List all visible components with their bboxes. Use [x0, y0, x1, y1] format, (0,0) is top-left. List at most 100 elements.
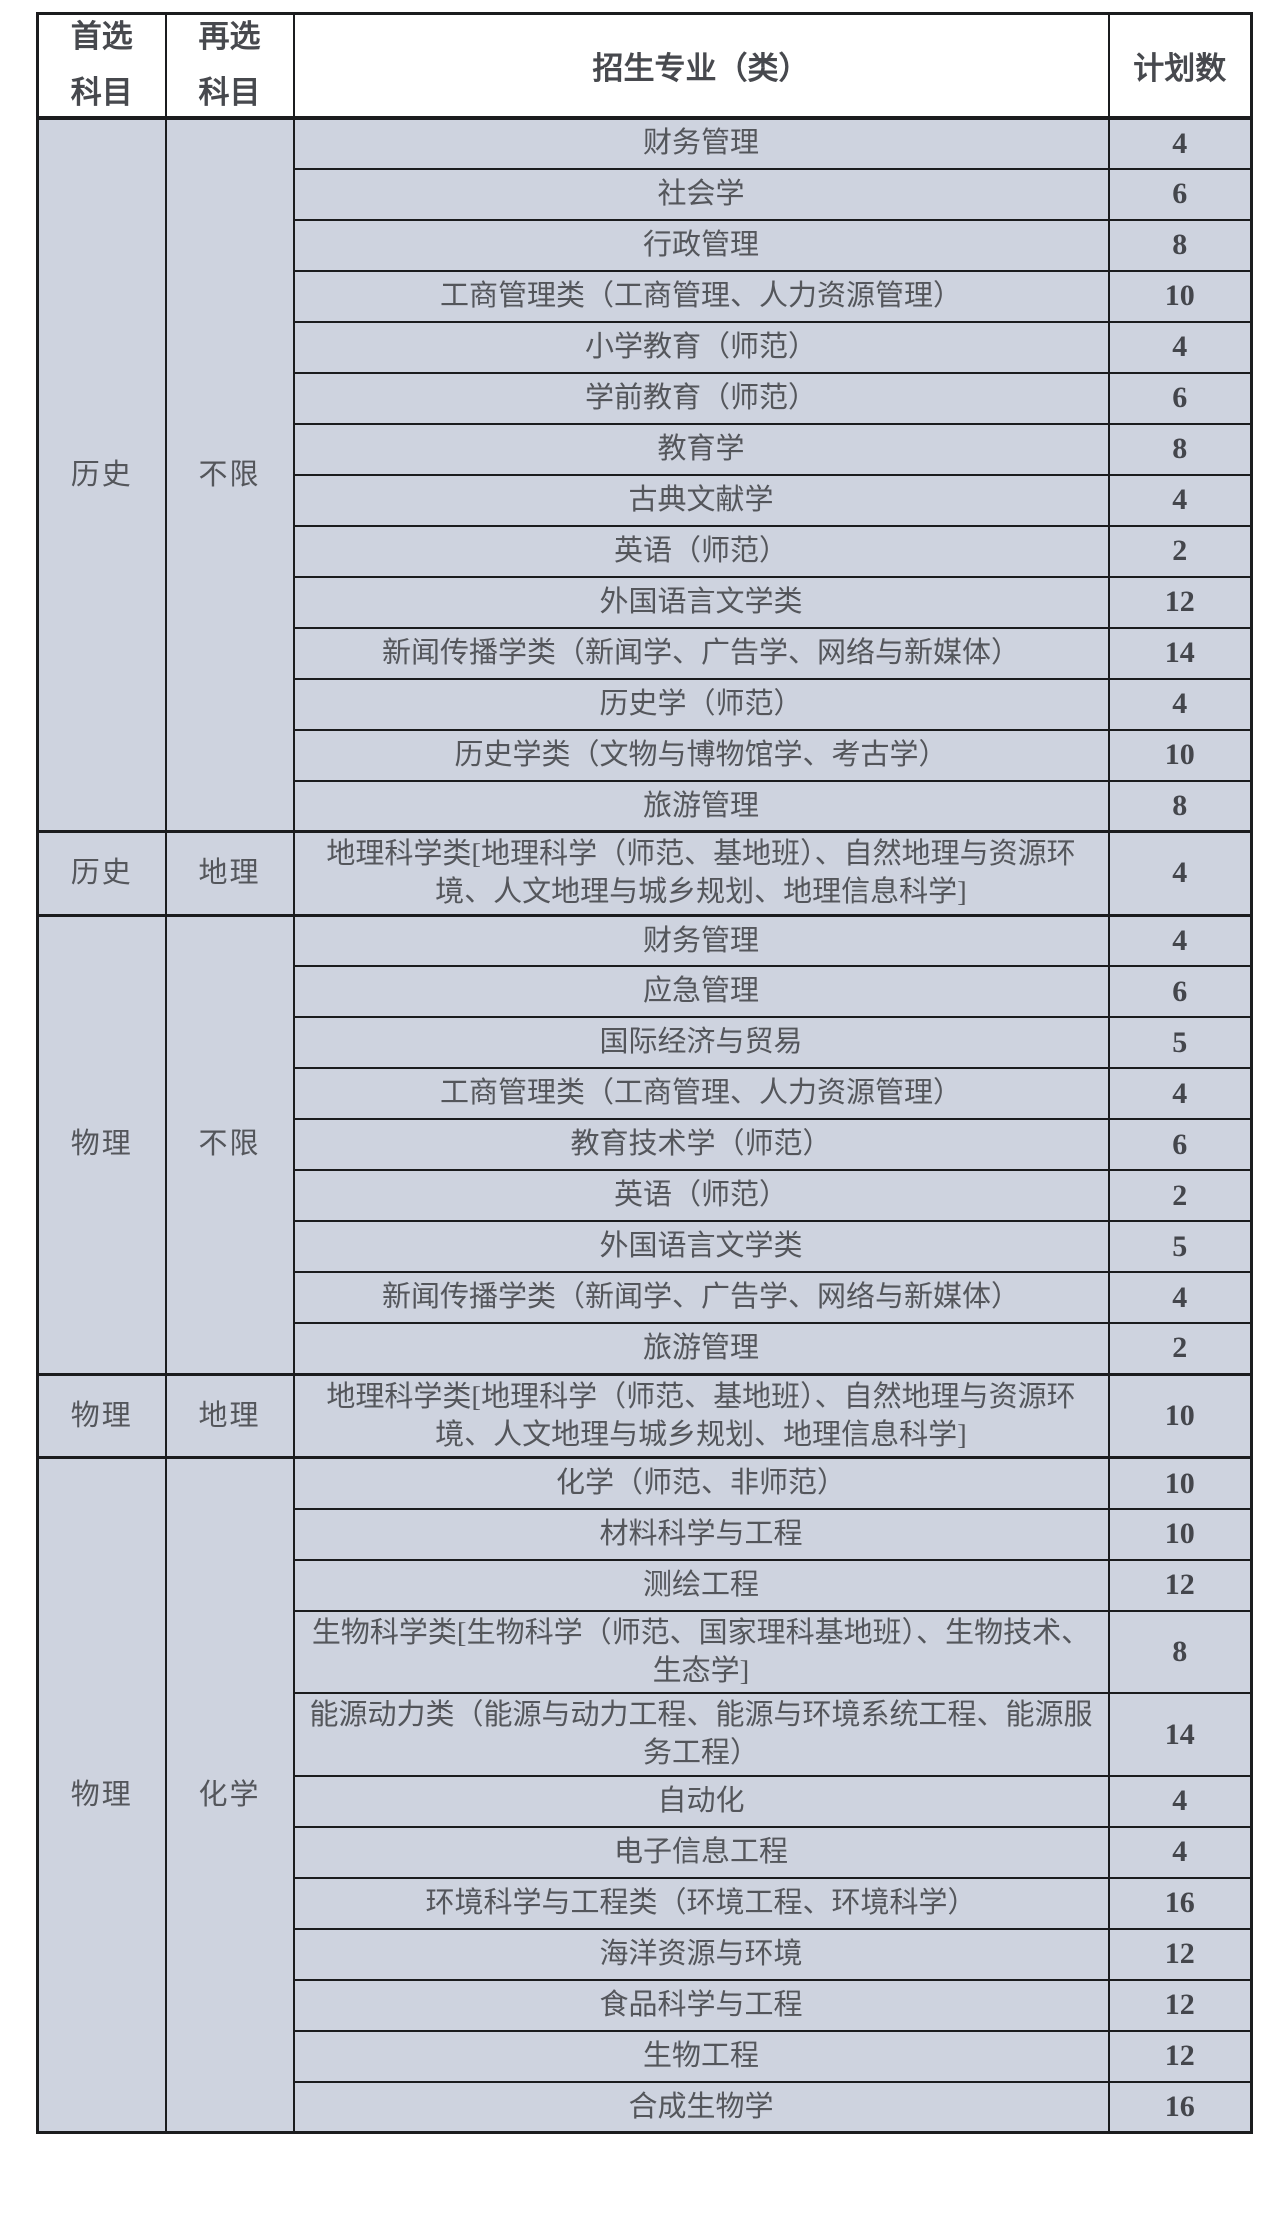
table-row: 教育学 8 [38, 422, 1253, 476]
plan-count-cell: 16 [1107, 2080, 1253, 2134]
first-subject-cell: 历史 [36, 116, 167, 833]
major-cell: 旅游管理 [292, 1322, 1110, 1376]
plan-count-cell: 5 [1107, 1016, 1253, 1070]
plan-count-cell: 12 [1107, 575, 1253, 629]
table-row: 能源动力类（能源与动力工程、能源与环境系统工程、能源服务工程） 14 [38, 1692, 1253, 1777]
major-cell: 新闻传播学类（新闻学、广告学、网络与新媒体） [292, 1271, 1110, 1325]
plan-count-cell: 12 [1107, 1927, 1253, 1981]
table-row: 材料科学与工程 10 [38, 1507, 1253, 1561]
major-cell: 电子信息工程 [292, 1825, 1110, 1879]
plan-count-cell: 2 [1107, 524, 1253, 578]
major-cell: 工商管理类（工商管理、人力资源管理） [292, 1067, 1110, 1121]
major-cell: 历史学（师范） [292, 677, 1110, 731]
header-second-subject-line1: 再选 [198, 19, 261, 55]
major-cell: 旅游管理 [292, 779, 1110, 833]
table-row: 历史学（师范） 4 [38, 677, 1253, 731]
plan-count-cell: 10 [1107, 1372, 1253, 1459]
header-first-subject-line2: 科目 [70, 75, 133, 111]
table-row: 生物科学类[生物科学（师范、国家理科基地班）、生物技术、生态学] 8 [38, 1609, 1253, 1695]
plan-count-cell: 6 [1107, 371, 1253, 425]
major-cell: 英语（师范） [292, 524, 1110, 578]
major-cell: 新闻传播学类（新闻学、广告学、网络与新媒体） [292, 626, 1110, 680]
major-cell: 古典文献学 [292, 473, 1110, 527]
major-cell: 化学（师范、非师范） [292, 1456, 1110, 1510]
major-cell: 地理科学类[地理科学（师范、基地班）、自然地理与资源环境、人文地理与城乡规划、地… [292, 1372, 1110, 1459]
major-cell: 教育技术学（师范） [292, 1118, 1110, 1172]
header-second-subject-line2: 科目 [198, 75, 261, 111]
plan-count-cell: 6 [1107, 167, 1253, 221]
table-row: 工商管理类（工商管理、人力资源管理） 10 [38, 269, 1253, 323]
table-row: 行政管理 8 [38, 218, 1253, 272]
plan-count-cell: 12 [1107, 2029, 1253, 2083]
header-second-subject: 再选 科目 [164, 12, 295, 120]
plan-count-cell: 16 [1107, 1876, 1253, 1930]
plan-count-cell: 6 [1107, 1118, 1253, 1172]
plan-count-cell: 4 [1107, 677, 1253, 731]
major-cell: 工商管理类（工商管理、人力资源管理） [292, 269, 1110, 323]
header-plan-count: 计划数 [1107, 12, 1253, 120]
plan-count-cell: 10 [1107, 728, 1253, 782]
table-row: 合成生物学 16 [38, 2080, 1253, 2134]
table-row: 古典文献学 4 [38, 473, 1253, 527]
major-cell: 行政管理 [292, 218, 1110, 272]
table-row: 新闻传播学类（新闻学、广告学、网络与新媒体） 4 [38, 1271, 1253, 1325]
header-first-subject: 首选 科目 [36, 12, 167, 120]
table-row: 物理 地理 地理科学类[地理科学（师范、基地班）、自然地理与资源环境、人文地理与城乡… [36, 1372, 1253, 1459]
header-major: 招生专业（类） [292, 12, 1110, 120]
table-row: 教育技术学（师范） 6 [38, 1118, 1253, 1172]
second-subject-cell: 化学 [164, 1456, 295, 2134]
plan-count-cell: 10 [1107, 1507, 1253, 1561]
plan-count-cell: 12 [1107, 1558, 1253, 1612]
table-row: 食品科学与工程 12 [38, 1978, 1253, 2032]
first-subject-cell: 物理 [36, 1456, 167, 2134]
table-row: 自动化 4 [38, 1774, 1253, 1828]
major-cell: 材料科学与工程 [292, 1507, 1110, 1561]
table-row: 环境科学与工程类（环境工程、环境科学） 16 [38, 1876, 1253, 1930]
table-row: 英语（师范） 2 [38, 1169, 1253, 1223]
first-subject-cell: 物理 [36, 1372, 167, 1459]
table-row: 应急管理 6 [38, 965, 1253, 1019]
header-row: 首选 科目 再选 科目 招生专业（类） 计划数 [36, 12, 1253, 120]
major-cell: 海洋资源与环境 [292, 1927, 1110, 1981]
plan-count-cell: 6 [1107, 965, 1253, 1019]
header-first-subject-line1: 首选 [70, 19, 133, 55]
major-cell: 食品科学与工程 [292, 1978, 1110, 2032]
second-subject-cell: 地理 [164, 1372, 295, 1459]
table-row: 测绘工程 12 [38, 1558, 1253, 1612]
plan-count-cell: 4 [1107, 830, 1253, 917]
plan-count-cell: 10 [1107, 1456, 1253, 1510]
plan-count-cell: 10 [1107, 269, 1253, 323]
plan-count-cell: 8 [1107, 218, 1253, 272]
second-subject-cell: 不限 [164, 913, 295, 1376]
table-row: 物理 不限 财务管理 4 [36, 913, 1253, 1376]
table-row: 历史 不限 财务管理 4 [36, 116, 1253, 833]
major-cell: 自动化 [292, 1774, 1110, 1828]
plan-count-cell: 12 [1107, 1978, 1253, 2032]
second-subject-cell: 不限 [164, 116, 295, 833]
major-cell: 社会学 [292, 167, 1110, 221]
table-row: 外国语言文学类 5 [38, 1220, 1253, 1274]
plan-count-cell: 4 [1107, 473, 1253, 527]
table-row: 学前教育（师范） 6 [38, 371, 1253, 425]
plan-count-cell: 2 [1107, 1169, 1253, 1223]
plan-count-cell: 8 [1107, 1609, 1253, 1695]
major-cell: 合成生物学 [292, 2080, 1110, 2134]
plan-count-cell: 4 [1107, 1825, 1253, 1879]
table-row: 英语（师范） 2 [38, 524, 1253, 578]
second-subject-cell: 地理 [164, 830, 295, 917]
major-cell: 应急管理 [292, 965, 1110, 1019]
admission-plan-table: 首选 科目 再选 科目 招生专业（类） 计划数 历史 不限 财务管理 4 社会学 6 行政管… [36, 12, 1253, 2135]
table-row: 小学教育（师范） 4 [38, 320, 1253, 374]
table-row: 海洋资源与环境 12 [38, 1927, 1253, 1981]
page: 首选 科目 再选 科目 招生专业（类） 计划数 历史 不限 财务管理 4 社会学 6 行政管… [36, 12, 1253, 2135]
major-cell: 教育学 [292, 422, 1110, 476]
plan-count-cell: 2 [1107, 1322, 1253, 1376]
plan-count-cell: 5 [1107, 1220, 1253, 1274]
plan-count-cell: 8 [1107, 422, 1253, 476]
table-row: 旅游管理 8 [38, 779, 1253, 833]
major-cell: 财务管理 [292, 913, 1110, 968]
plan-count-cell: 4 [1107, 1067, 1253, 1121]
major-cell: 历史学类（文物与博物馆学、考古学） [292, 728, 1110, 782]
major-cell: 财务管理 [292, 116, 1110, 170]
plan-count-cell: 14 [1107, 626, 1253, 680]
